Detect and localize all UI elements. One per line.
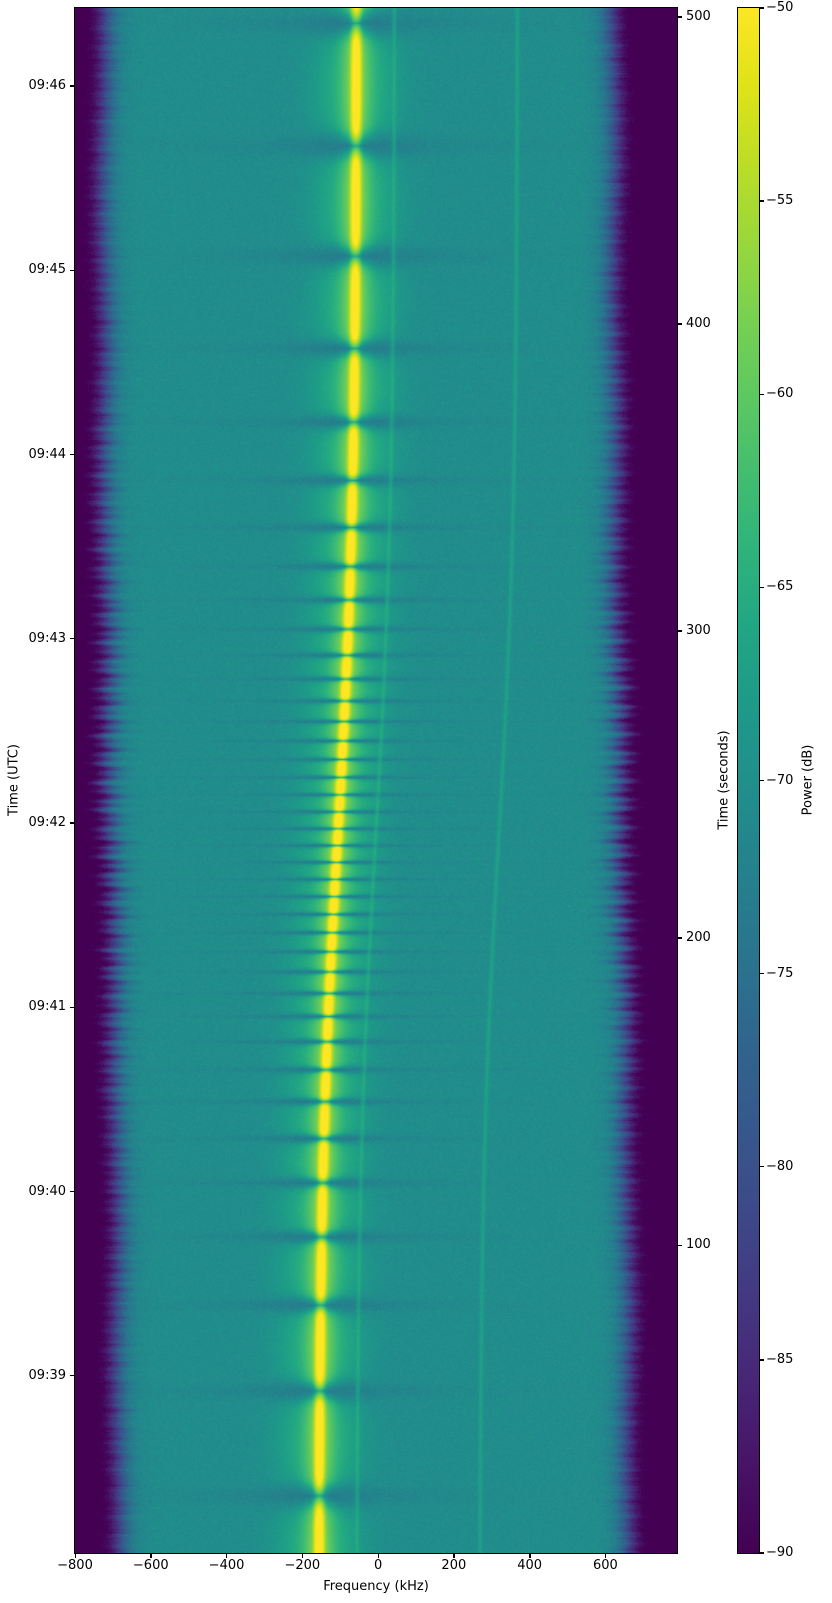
x-tick (604, 1553, 607, 1558)
colorbar-label-text: Power (dB) (800, 744, 816, 816)
colorbar-tick (759, 779, 764, 782)
x-tick-label: −200 (284, 1558, 321, 1573)
y-tick-utc-label: 09:41 (28, 999, 66, 1015)
y-axis-label-left-text: Time (UTC) (6, 744, 22, 816)
y-tick-utc (70, 85, 75, 87)
x-tick-label: 200 (441, 1558, 467, 1573)
x-tick (301, 1553, 304, 1558)
x-tick (453, 1553, 455, 1558)
colorbar-tick (759, 586, 764, 589)
y-tick-utc (70, 269, 75, 271)
y-tick-utc (70, 1190, 75, 1193)
y-tick-utc-label: 09:42 (28, 815, 66, 831)
x-tick (377, 1553, 379, 1558)
plot-area (74, 7, 678, 1554)
x-tick (226, 1553, 228, 1558)
x-tick-label: −800 (57, 1558, 93, 1573)
colorbar-tick-label: −65 (766, 579, 794, 595)
y-tick-utc (70, 1006, 75, 1008)
colorbar-tick (759, 1552, 764, 1554)
colorbar-tick-label: −55 (766, 193, 794, 209)
colorbar-tick-label: −70 (766, 772, 794, 788)
x-tick (150, 1553, 152, 1558)
y-tick-utc (70, 1375, 75, 1377)
y-tick-utc-label: 09:44 (28, 446, 66, 462)
colorbar-tick-label: −60 (766, 386, 794, 402)
y-tick-seconds (677, 16, 682, 18)
x-tick-label: −600 (132, 1558, 169, 1573)
y-tick-seconds (677, 323, 682, 325)
colorbar-tick (759, 972, 764, 975)
x-tick-label: −400 (208, 1558, 245, 1573)
x-tick (529, 1553, 531, 1558)
y-tick-utc (70, 453, 75, 456)
colorbar-tick-label: −90 (766, 1545, 794, 1560)
colorbar-tick-label: −80 (766, 1158, 794, 1174)
colorbar-tick (759, 393, 764, 395)
colorbar (737, 7, 760, 1554)
colorbar-tick (759, 1359, 764, 1361)
spectrogram-image (75, 8, 677, 1553)
y-tick-utc-label: 09:40 (28, 1183, 66, 1199)
colorbar-tick (759, 200, 764, 202)
colorbar-tick-label: −75 (766, 965, 794, 981)
y-tick-utc (70, 638, 75, 640)
y-axis-label-right-text: Time (seconds) (716, 730, 732, 830)
x-tick-label: 0 (373, 1558, 383, 1573)
y-tick-utc-label: 09:43 (28, 630, 66, 646)
y-tick-seconds-label: 200 (686, 930, 711, 946)
colorbar-tick-label: −85 (766, 1351, 794, 1367)
colorbar-tick-label: −50 (766, 0, 794, 15)
colorbar-gradient (738, 8, 759, 1553)
y-tick-seconds-label: 300 (686, 623, 711, 639)
x-axis-label: Frequency (kHz) (323, 1579, 429, 1594)
y-tick-seconds-label: 500 (686, 8, 711, 24)
y-tick-seconds-label: 100 (686, 1237, 711, 1253)
y-tick-seconds (677, 937, 682, 939)
y-tick-seconds (677, 630, 682, 632)
x-tick (74, 1553, 76, 1558)
x-tick-label: 400 (517, 1558, 543, 1573)
y-tick-utc-label: 09:46 (28, 78, 66, 93)
y-tick-utc-label: 09:45 (28, 262, 66, 278)
colorbar-tick (759, 7, 764, 9)
y-tick-seconds-label: 400 (686, 316, 711, 331)
x-tick-label: 600 (592, 1558, 618, 1573)
colorbar-tick (759, 1166, 764, 1168)
y-tick-utc (70, 822, 75, 824)
y-tick-seconds (677, 1244, 682, 1246)
y-tick-utc-label: 09:39 (28, 1367, 66, 1383)
